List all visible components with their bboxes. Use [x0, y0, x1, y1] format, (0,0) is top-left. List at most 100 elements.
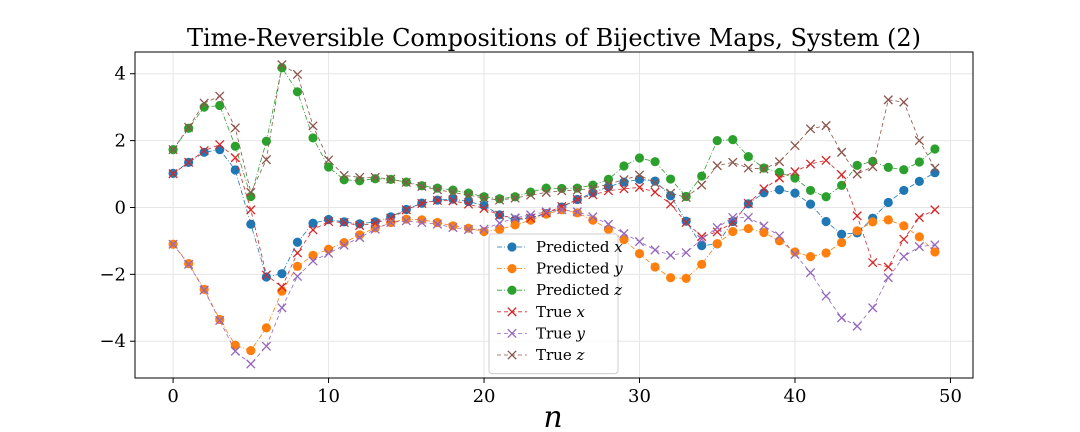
- data-point: [852, 321, 862, 331]
- data-point: [697, 171, 707, 181]
- data-point: [479, 203, 489, 214]
- data-point: [665, 250, 676, 260]
- data-point: [572, 194, 582, 205]
- data-point: [603, 186, 614, 196]
- data-point: [743, 198, 754, 209]
- data-point: [354, 172, 365, 183]
- data-point: [650, 262, 660, 272]
- data-point: [323, 214, 334, 225]
- data-point: [728, 226, 738, 237]
- data-point: [790, 247, 800, 257]
- data-point: [355, 230, 365, 240]
- data-point: [417, 181, 427, 192]
- data-point: [852, 211, 862, 221]
- data-point: [339, 175, 349, 185]
- legend-label-variable: y: [575, 324, 585, 342]
- data-point: [277, 269, 287, 279]
- legend-label: True x: [536, 303, 585, 321]
- data-point: [650, 178, 660, 188]
- data-point: [215, 145, 225, 155]
- legend-item: True z: [497, 346, 584, 364]
- data-point: [261, 270, 272, 280]
- data-point: [821, 216, 831, 227]
- data-point: [339, 240, 349, 250]
- data-point: [914, 241, 925, 252]
- legend-marker: [507, 264, 517, 274]
- data-point: [261, 272, 271, 282]
- data-point: [292, 261, 303, 271]
- data-point: [355, 176, 365, 186]
- data-point: [697, 180, 707, 190]
- data-point: [308, 121, 318, 131]
- series-line: [172, 144, 936, 288]
- data-point: [634, 182, 645, 193]
- legend-marker: [507, 242, 517, 252]
- data-point: [883, 215, 893, 225]
- data-point: [401, 177, 411, 188]
- data-point: [837, 180, 847, 191]
- y-tick-label: 2: [115, 131, 126, 152]
- data-point: [401, 214, 411, 224]
- data-point: [463, 199, 474, 209]
- data-point: [183, 122, 194, 132]
- data-point: [914, 135, 925, 146]
- legend-label-prefix: True: [536, 303, 576, 321]
- data-point: [277, 282, 287, 292]
- data-point: [479, 192, 489, 202]
- data-point: [728, 135, 738, 145]
- data-point: [588, 183, 598, 194]
- data-point: [681, 192, 691, 203]
- x-tick-label: 50: [939, 386, 962, 407]
- series-predicted-z: [168, 63, 940, 204]
- data-point: [883, 95, 893, 105]
- data-point: [852, 160, 862, 170]
- data-point: [292, 87, 303, 97]
- data-point: [914, 157, 924, 167]
- x-tick-label: 10: [317, 386, 340, 407]
- data-point: [494, 210, 505, 220]
- data-point: [448, 194, 458, 204]
- data-point: [837, 237, 847, 248]
- data-point: [868, 257, 878, 268]
- data-point: [323, 162, 334, 172]
- data-point: [930, 247, 940, 257]
- data-point: [774, 231, 785, 241]
- data-point: [323, 248, 334, 258]
- data-point: [790, 140, 800, 151]
- data-point: [634, 153, 645, 163]
- legend-label-variable: x: [576, 303, 585, 321]
- data-point: [277, 60, 287, 70]
- data-point: [432, 195, 443, 206]
- data-point: [883, 273, 893, 283]
- data-point: [759, 163, 769, 173]
- data-point: [230, 165, 240, 175]
- legend-item: Predicted y: [497, 260, 623, 278]
- legend-label-variable: y: [613, 260, 623, 278]
- data-point: [448, 221, 458, 231]
- legend-label: True z: [536, 346, 584, 364]
- legend-label: Predicted z: [536, 281, 622, 299]
- data-point: [603, 179, 614, 189]
- data-point: [323, 216, 334, 227]
- legend-label: True y: [536, 324, 585, 342]
- x-tick-label: 40: [784, 386, 807, 407]
- data-point: [650, 176, 660, 186]
- plot-frame: [134, 51, 974, 379]
- data-point: [697, 240, 707, 251]
- data-point: [914, 232, 924, 242]
- data-point: [230, 123, 240, 133]
- data-point: [215, 315, 225, 326]
- data-point: [666, 174, 676, 184]
- data-point: [510, 213, 520, 223]
- y-tick-label: −2: [99, 264, 126, 285]
- x-axis-label: n: [543, 400, 562, 432]
- data-point: [541, 207, 551, 217]
- data-point: [557, 186, 567, 196]
- data-point: [868, 156, 878, 166]
- data-point: [774, 173, 785, 183]
- data-point: [681, 216, 691, 226]
- legend-label-variable: x: [614, 238, 623, 256]
- data-point: [572, 208, 582, 218]
- data-point: [774, 157, 785, 167]
- data-point: [292, 248, 303, 258]
